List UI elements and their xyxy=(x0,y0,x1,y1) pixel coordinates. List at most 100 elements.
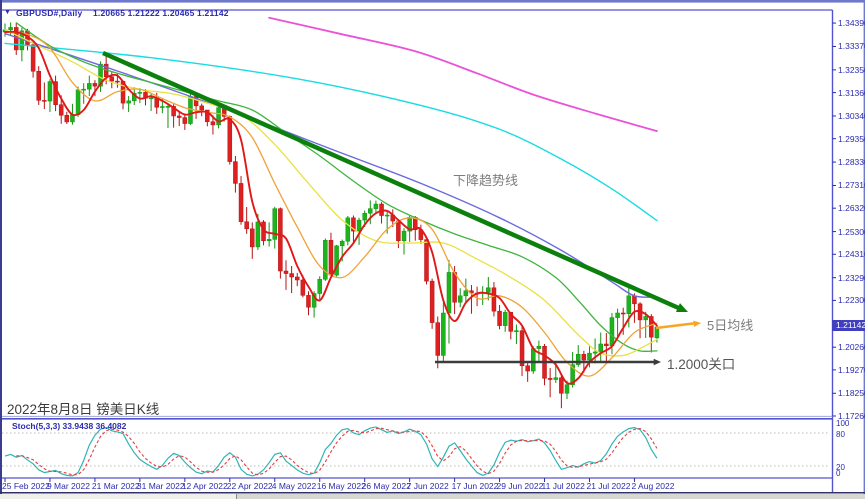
candle-body xyxy=(210,121,216,126)
ma-green-line xyxy=(15,22,658,353)
candle-body xyxy=(306,295,311,308)
candle-body xyxy=(497,310,502,326)
candle-body xyxy=(587,352,592,361)
candle-body xyxy=(373,203,379,209)
candle-body xyxy=(384,214,390,217)
price-axis-label: 1.25300 xyxy=(838,226,865,237)
price-axis-label: 1.29350 xyxy=(838,133,865,144)
candle-body xyxy=(559,377,564,394)
candle-body xyxy=(581,354,587,361)
date-axis-label: 25 Feb 2022 xyxy=(2,481,50,491)
candle-body xyxy=(244,221,249,230)
candle-body xyxy=(457,295,463,303)
candle-body xyxy=(64,115,70,123)
date-axis-label: 29 Jun 2022 xyxy=(496,481,544,491)
level-annotation: 1.2000关口 xyxy=(667,357,736,372)
candle-body xyxy=(233,161,238,184)
candle-body xyxy=(368,208,373,214)
stoch-k-line xyxy=(4,426,658,477)
candle-body xyxy=(283,270,289,274)
candle-body xyxy=(649,316,654,338)
candle-body xyxy=(47,81,53,102)
stoch-d-line xyxy=(16,427,658,476)
candle-body xyxy=(272,208,278,240)
price-axis-label: 1.28330 xyxy=(838,157,865,168)
candle-body xyxy=(176,115,182,118)
ma-red-line xyxy=(4,30,658,385)
candle-body xyxy=(547,378,553,380)
candle-body xyxy=(441,312,446,356)
chart-caption: 2022年8月8日 镑美日K线 xyxy=(7,402,160,417)
main-chart-layer xyxy=(2,16,660,409)
candle-body xyxy=(58,104,64,116)
candle-body xyxy=(165,106,171,108)
candle-body xyxy=(182,117,188,124)
candle-body xyxy=(13,27,19,51)
candle-body xyxy=(575,354,581,365)
candle-body xyxy=(300,279,306,296)
candle-body xyxy=(160,106,165,108)
candle-body xyxy=(598,343,603,353)
price-axis-label: 1.32350 xyxy=(838,64,865,75)
stoch-scale-label: 20 xyxy=(836,463,845,472)
candle-body xyxy=(266,239,272,242)
candle-body xyxy=(328,240,334,276)
ma-yellow-line xyxy=(4,29,658,357)
candle-body xyxy=(8,27,13,30)
bottom-scrollbar-thumb[interactable] xyxy=(0,493,237,499)
date-axis-label: 2 Aug 2022 xyxy=(631,481,675,491)
window-left-edge xyxy=(0,0,2,499)
candle-body xyxy=(115,80,120,83)
downtrend-line[interactable] xyxy=(102,50,683,312)
candle-body xyxy=(137,92,143,94)
date-axis-label: 4 May 2022 xyxy=(271,481,317,491)
candle-body xyxy=(519,330,525,367)
price-axis-label: 1.17260 xyxy=(838,411,865,421)
price-axis-label: 1.31360 xyxy=(838,87,865,98)
date-axis-label: 31 Mar 2022 xyxy=(136,481,185,491)
candle-body xyxy=(255,221,261,248)
candle-body xyxy=(525,365,530,372)
bottom-scrollbar-track[interactable] xyxy=(0,493,865,499)
candle-body xyxy=(536,346,542,349)
candle-body xyxy=(339,240,345,247)
candle-body xyxy=(345,217,351,242)
candle-body xyxy=(570,364,575,386)
window-top-edge xyxy=(0,0,865,3)
price-axis-label: 1.27310 xyxy=(838,180,865,191)
ma5-arrow-head xyxy=(693,320,701,328)
candle-body xyxy=(401,230,407,242)
candle-body xyxy=(81,88,86,91)
candle-body xyxy=(396,220,401,242)
candle-body xyxy=(429,280,435,323)
stoch-scale-label: 80 xyxy=(836,430,845,439)
candle-body xyxy=(446,272,452,314)
ma5-arrow[interactable] xyxy=(655,321,698,330)
candle-body xyxy=(294,276,300,281)
candle-body xyxy=(311,293,317,308)
candle-body xyxy=(334,245,339,276)
candle-body xyxy=(632,295,637,305)
candle-body xyxy=(435,322,440,356)
candle-body xyxy=(424,239,429,282)
candle-body xyxy=(452,272,457,303)
candle-body xyxy=(531,348,536,372)
stoch-scale-label: 0 xyxy=(836,469,841,478)
candle-body xyxy=(615,312,620,318)
stoch-scale-label: 100 xyxy=(836,419,850,428)
symbol-dropdown-icon[interactable]: ▼ xyxy=(4,9,11,16)
candle-body xyxy=(463,290,469,297)
date-axis-label: 9 Mar 2022 xyxy=(46,481,90,491)
ohlc-readout: 1.20665 1.21222 1.20465 1.21142 xyxy=(93,8,229,18)
candle-body xyxy=(564,384,570,394)
date-axis-label: 21 Mar 2022 xyxy=(91,481,140,491)
ma5-annotation: 5日均线 xyxy=(707,318,754,333)
current-price-tag: 1.21142 xyxy=(832,320,865,331)
candles-layer xyxy=(2,22,660,409)
candle-body xyxy=(75,89,81,115)
candle-body xyxy=(604,343,609,347)
level-arrow-head xyxy=(653,358,661,366)
date-axis-label: 22 Apr 2022 xyxy=(226,481,273,491)
